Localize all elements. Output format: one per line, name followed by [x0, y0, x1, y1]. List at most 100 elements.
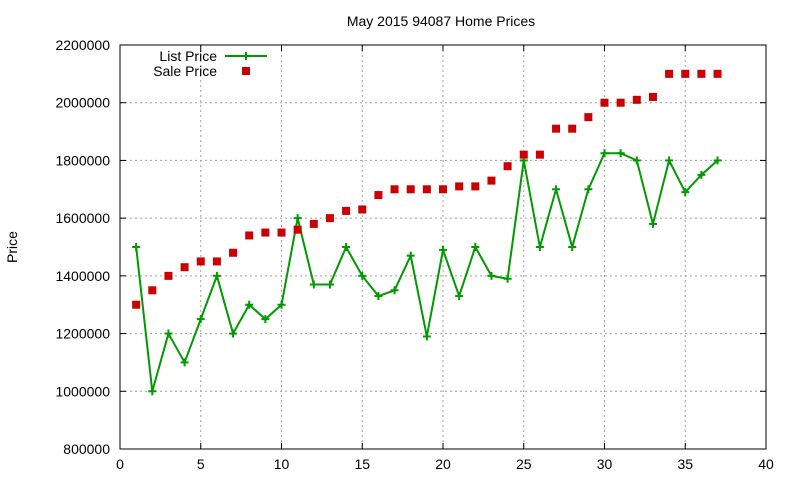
list-price-point — [180, 358, 189, 367]
plot-marks — [132, 69, 722, 396]
x-tick-label: 30 — [597, 456, 613, 472]
list-price-point — [196, 315, 205, 324]
sale-price-point — [455, 182, 464, 191]
y-tick-label: 1000000 — [55, 383, 110, 399]
x-tick-label: 20 — [435, 456, 451, 472]
list-price-point — [552, 185, 561, 194]
sale-price-point — [568, 124, 577, 133]
x-tick-label: 0 — [116, 456, 124, 472]
list-price-point — [358, 271, 367, 280]
list-price-point — [713, 156, 722, 165]
sale-price-point — [196, 257, 205, 266]
y-axis-label: Price — [4, 231, 20, 263]
sale-price-point — [245, 231, 254, 240]
sale-price-point — [212, 257, 221, 266]
list-price-point — [600, 149, 609, 158]
sale-price-point — [358, 205, 367, 214]
y-tick-label: 1400000 — [55, 268, 110, 284]
sale-price-point — [406, 185, 415, 194]
sale-price-point — [293, 225, 302, 234]
list-price-point — [390, 286, 399, 295]
y-tick-label: 1200000 — [55, 326, 110, 342]
plot-frame — [119, 44, 767, 450]
x-tick-label: 35 — [677, 456, 693, 472]
list-price-point — [665, 156, 674, 165]
sale-price-point — [148, 286, 157, 295]
sale-price-point — [584, 113, 593, 122]
legend-symbol-sale-price — [242, 67, 250, 75]
list-price-point — [471, 243, 480, 251]
list-price-point — [325, 280, 334, 289]
list-price-point — [455, 292, 464, 301]
list-price-point — [568, 243, 577, 251]
list-price-point — [584, 185, 593, 194]
chart-title: May 2015 94087 Home Prices — [347, 13, 535, 29]
list-price-point — [422, 332, 431, 341]
sale-price-point — [697, 69, 706, 78]
x-tick-label: 25 — [516, 456, 532, 472]
list-price-point — [342, 243, 351, 251]
x-tick-label: 40 — [758, 456, 774, 472]
sale-price-point — [681, 69, 690, 78]
y-tick-label: 2200000 — [55, 37, 110, 53]
y-tick-label: 1800000 — [55, 152, 110, 168]
list-price-point — [406, 251, 415, 260]
list-price-point — [697, 170, 706, 179]
legend-symbol-list-price — [225, 52, 267, 60]
list-price-point — [535, 243, 544, 251]
list-price-point — [616, 149, 625, 158]
list-price-point — [681, 188, 690, 197]
list-price-point — [212, 271, 221, 280]
sale-price-point — [180, 263, 189, 272]
sale-price-point — [648, 92, 657, 101]
sale-price-point — [277, 228, 286, 237]
sale-price-point — [535, 150, 544, 159]
list-price-point — [277, 300, 286, 309]
sale-price-point — [487, 176, 496, 185]
tick-labels: 0 5 10 15 20 25 30 35 40 800000 1000000 1200000 1400… — [55, 37, 774, 472]
sale-price-point — [164, 271, 173, 280]
list-price-point — [503, 274, 512, 283]
x-tick-label: 5 — [197, 456, 205, 472]
sale-price-point — [471, 182, 480, 191]
sale-price-point — [422, 185, 431, 194]
list-price-point — [374, 292, 383, 301]
list-price-point — [309, 280, 318, 289]
list-price-point — [648, 219, 657, 228]
x-tick-label: 10 — [274, 456, 290, 472]
legend-label-sale-price: Sale Price — [153, 63, 217, 79]
legend-label-list-price: List Price — [159, 48, 217, 64]
sale-price-point — [325, 214, 334, 223]
list-price-point — [245, 300, 254, 309]
legend-square — [242, 67, 250, 75]
sale-price-point — [342, 206, 351, 215]
sale-price-point — [390, 185, 399, 194]
list-price-point — [293, 214, 302, 223]
y-tick-label: 2000000 — [55, 95, 110, 111]
sale-price-point — [665, 69, 674, 78]
list-price-point — [439, 245, 447, 254]
sale-price-point — [616, 98, 625, 107]
list-price-point — [632, 156, 641, 165]
x-tick-label: 15 — [354, 456, 370, 472]
y-tick-label: 800000 — [63, 441, 110, 457]
y-tick-label: 1600000 — [55, 210, 110, 226]
list-price-point — [132, 243, 141, 251]
sale-price-point — [261, 228, 270, 237]
list-price-point — [229, 329, 238, 338]
list-price-point — [164, 329, 173, 338]
list-price-point — [261, 315, 270, 324]
sale-price-point — [552, 124, 561, 133]
legend: List Price Sale Price — [153, 48, 267, 79]
sale-price-point — [229, 248, 238, 257]
sale-price-point — [713, 69, 722, 78]
sale-price-point — [632, 95, 641, 104]
sale-price-point — [519, 150, 528, 159]
legend-plus — [242, 52, 250, 60]
sale-price-point — [600, 98, 609, 107]
sale-price-point — [374, 191, 383, 200]
list-price-point — [487, 271, 496, 280]
list-price-point — [148, 387, 157, 396]
sale-price-point — [439, 185, 447, 194]
